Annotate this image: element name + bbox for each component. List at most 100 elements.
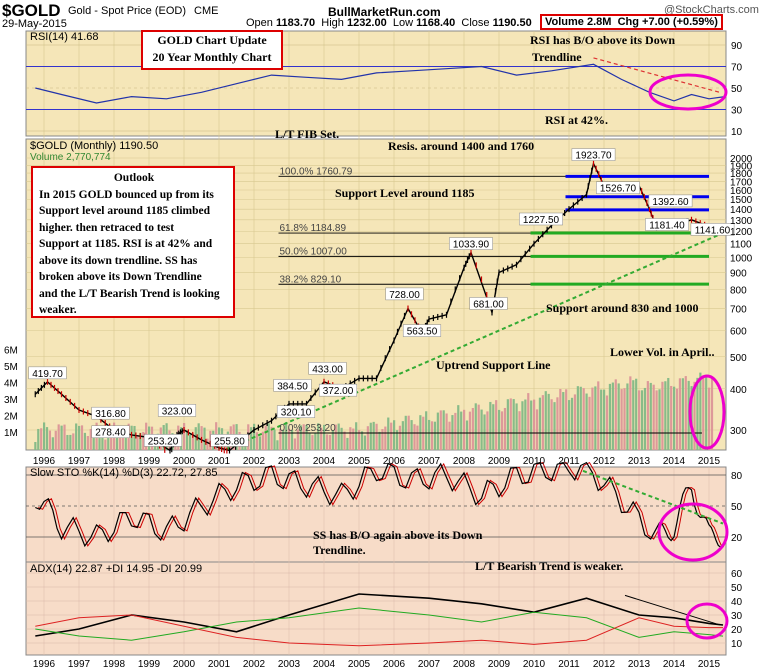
price-label-bg xyxy=(690,223,735,236)
year-tick-label: 2012 xyxy=(593,659,616,670)
sto-title: Slow STO %K(14) %D(3) 22.72, 27.85 xyxy=(30,467,218,479)
volume-bar xyxy=(261,431,264,450)
volume-bar xyxy=(454,412,457,450)
volume-bar xyxy=(483,414,486,450)
volume-bar xyxy=(553,402,556,450)
volume-title: Volume 2,770,774 xyxy=(30,152,111,163)
price-label-bg xyxy=(157,404,197,417)
price-label-bg xyxy=(469,297,508,310)
year-tick-label: 2004 xyxy=(313,659,336,670)
volume-bar xyxy=(474,403,477,450)
sto-tick-label: 80 xyxy=(731,471,743,482)
volume-bar xyxy=(626,383,629,450)
volume-bar xyxy=(121,435,124,450)
volume-bar xyxy=(136,436,139,450)
anno-resis: Resis. around 1400 and 1760 xyxy=(388,139,535,153)
year-tick-label: 2003 xyxy=(278,659,301,670)
volume-bar xyxy=(375,423,378,450)
volume-bar xyxy=(696,377,699,450)
volume-bar xyxy=(498,409,501,450)
volume-bar xyxy=(75,423,78,450)
year-tick-label: 2015 xyxy=(698,456,721,467)
volume-bar xyxy=(463,409,466,450)
year-tick-label: 1998 xyxy=(103,456,126,467)
volume-bar xyxy=(203,427,206,450)
year-tick-label: 2009 xyxy=(488,659,511,670)
year-tick-label: 1999 xyxy=(138,659,161,670)
volume-bar xyxy=(495,400,498,450)
year-tick-label: 1998 xyxy=(103,659,126,670)
adx-tick-label: 30 xyxy=(731,611,743,622)
volume-bar xyxy=(605,395,609,450)
price-label-bg xyxy=(210,434,249,447)
volume-bar xyxy=(512,399,515,450)
volume-bar xyxy=(515,403,518,450)
adx-tick-label: 40 xyxy=(731,597,743,608)
volume-bar xyxy=(107,427,110,450)
volume-bar xyxy=(279,428,282,450)
volume-bar xyxy=(500,411,504,450)
volume-bar xyxy=(270,426,273,450)
volume-change-box: Volume 2.8M Chg +7.00 (+0.59%) xyxy=(540,14,723,30)
year-tick-label: 2008 xyxy=(453,659,476,670)
rsi-trendline xyxy=(593,57,720,93)
volume-bar xyxy=(439,410,442,450)
volume-bar xyxy=(579,386,582,450)
price-label-bg xyxy=(449,237,493,250)
volume-bar xyxy=(285,422,288,450)
volume-bar xyxy=(51,437,54,450)
volume-tick-label: 4M xyxy=(4,379,18,390)
price-tick-label: 600 xyxy=(730,327,747,338)
description: Gold - Spot Price (EOD) xyxy=(68,5,186,17)
outlook-line: higher. then retraced to test xyxy=(39,221,175,234)
price-tick-label: 700 xyxy=(730,305,747,316)
minus-di-line xyxy=(35,614,723,647)
fib-level-label: 0.0% 253.20 xyxy=(280,423,337,434)
year-tick-label: 2006 xyxy=(383,659,406,670)
volume-bar xyxy=(355,422,358,450)
year-tick-label: 2000 xyxy=(173,456,196,467)
rsi-ellipse xyxy=(648,73,728,111)
volume-bar xyxy=(98,429,101,450)
volume-bar xyxy=(37,428,40,450)
volume-bar xyxy=(664,381,667,450)
anno-lt-bear: L/T Bearish Trend is weaker. xyxy=(475,559,624,573)
price-label-bg xyxy=(571,148,616,161)
price-label-bg xyxy=(402,324,442,337)
sto-panel xyxy=(25,466,727,563)
volume-bar xyxy=(258,436,262,450)
volume-bar xyxy=(188,434,192,450)
adx-tick-label: 50 xyxy=(731,583,743,594)
price-label-bg xyxy=(645,218,689,231)
volume-bar xyxy=(518,411,521,450)
volume-bar xyxy=(299,425,302,450)
volume-bar xyxy=(43,422,46,450)
fib-level-label: 38.2% 829.10 xyxy=(280,274,342,285)
volume-bar xyxy=(89,428,92,450)
volume-bar xyxy=(465,420,469,450)
volume-bar xyxy=(600,389,603,450)
fib-level-label: 61.8% 1184.89 xyxy=(280,223,347,234)
volume-bar xyxy=(390,422,393,450)
volume-bar xyxy=(673,386,676,450)
volume-bar xyxy=(416,425,419,450)
volume-bar xyxy=(544,391,547,450)
year-tick-label: 2005 xyxy=(348,659,371,670)
volume-bar xyxy=(340,427,343,450)
volume-bar xyxy=(69,434,72,450)
volume-bar xyxy=(118,432,122,450)
rsi-tick-label: 90 xyxy=(731,41,743,52)
outlook-line: broken above its Down Trendline xyxy=(39,271,202,283)
ohlc: Open 1183.70 High 1232.00 Low 1168.40 Cl… xyxy=(246,17,532,29)
volume-bar xyxy=(603,389,606,450)
volume-bar xyxy=(425,411,428,450)
volume-bar xyxy=(264,425,267,450)
volume-bar xyxy=(541,395,544,450)
volume-bar xyxy=(480,409,483,450)
year-tick-label: 2014 xyxy=(663,659,686,670)
anno-support-830: Support around 830 and 1000 xyxy=(546,301,699,315)
volume-bar xyxy=(387,417,390,450)
volume-bar xyxy=(678,378,682,450)
volume-tick-label: 2M xyxy=(4,412,18,423)
price-tick-label: 1000 xyxy=(730,253,753,264)
